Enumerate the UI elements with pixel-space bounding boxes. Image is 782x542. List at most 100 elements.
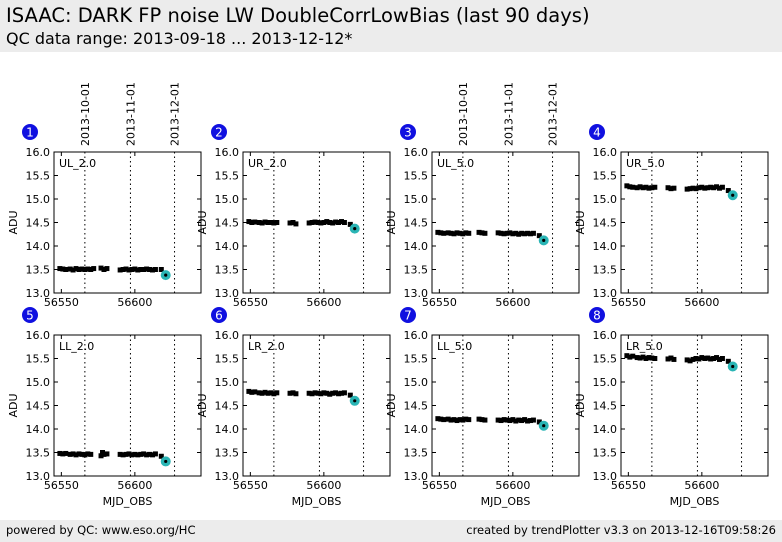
data-point [504, 417, 510, 423]
data-point [259, 390, 265, 396]
plot-frame [620, 151, 769, 294]
data-point [711, 185, 717, 191]
y-tick-label: 13.5 [215, 447, 240, 460]
last-data-point-center [353, 227, 357, 231]
data-point [85, 266, 91, 272]
data-point [684, 357, 690, 363]
data-point [687, 358, 693, 364]
data-point [262, 219, 268, 225]
y-tick-label: 13.0 [215, 287, 240, 300]
data-point [318, 220, 324, 226]
last-data-point-center [353, 399, 357, 403]
footer-powered-by: powered by QC: www.eso.org/HC [6, 523, 196, 537]
data-point [714, 355, 720, 361]
data-point [321, 220, 327, 225]
data-point [57, 266, 63, 272]
data-point [309, 220, 315, 225]
data-point [132, 266, 138, 272]
data-point [309, 391, 315, 397]
y-tick-label: 14.5 [404, 400, 429, 413]
y-tick-label: 14.0 [26, 423, 51, 436]
y-tick-label: 13.0 [26, 287, 51, 300]
y-axis-label: ADU [196, 210, 209, 234]
data-point [454, 418, 460, 424]
x-tick-label: 56550 [611, 479, 646, 492]
data-point [646, 355, 652, 361]
y-tick-label: 14.0 [593, 240, 618, 253]
y-tick-label: 13.5 [593, 264, 618, 277]
plot-frame [431, 151, 580, 294]
data-point [711, 356, 717, 361]
x-tick-label: 56550 [422, 479, 457, 492]
data-point [126, 267, 132, 273]
data-point [624, 353, 630, 359]
data-point [312, 390, 318, 396]
data-point [438, 416, 444, 422]
data-point [684, 186, 690, 192]
data-point [457, 417, 463, 423]
y-tick-label: 15.5 [404, 353, 429, 366]
y-axis-label: ADU [385, 393, 398, 417]
panel-label: LR_2.0 [248, 340, 285, 353]
data-point [504, 230, 510, 236]
data-point [138, 451, 144, 457]
data-point [76, 451, 82, 457]
data-point [457, 230, 463, 236]
data-point [637, 184, 643, 190]
data-point [445, 230, 451, 236]
x-tick-label: 56600 [684, 296, 719, 309]
data-point [513, 230, 519, 236]
y-tick-label: 15.5 [593, 170, 618, 183]
data-point [82, 452, 88, 458]
panel-label: LL_5.0 [437, 340, 472, 353]
data-point [448, 417, 454, 423]
footer-bar: powered by QC: www.eso.org/HC created by… [0, 520, 782, 542]
data-point [271, 391, 277, 397]
x-tick-label: 56600 [117, 479, 152, 492]
data-point [144, 266, 150, 272]
data-point [634, 185, 640, 191]
data-point [510, 417, 516, 423]
data-point [634, 355, 640, 361]
y-tick-label: 16.0 [404, 329, 429, 342]
y-tick-label: 14.0 [593, 423, 618, 436]
data-point [476, 229, 482, 235]
data-point [293, 221, 299, 227]
data-point [705, 185, 711, 191]
data-point [274, 390, 280, 396]
panel-number-label: 7 [404, 309, 412, 323]
data-point [451, 417, 457, 423]
y-tick-label: 15.0 [593, 193, 618, 206]
data-point [630, 353, 636, 359]
data-point [330, 390, 336, 396]
data-point [327, 220, 333, 225]
data-point [445, 416, 451, 422]
data-point [525, 230, 531, 236]
data-point [290, 220, 296, 225]
panel-label: LL_2.0 [59, 340, 94, 353]
data-point [693, 186, 699, 192]
data-point [627, 354, 633, 360]
data-point [70, 451, 76, 457]
data-point [333, 219, 339, 225]
data-point [479, 230, 485, 236]
x-axis-label: MJD_OBS [292, 495, 342, 508]
data-point [646, 185, 652, 191]
data-point [141, 267, 147, 272]
data-point [519, 230, 525, 236]
data-point [293, 391, 299, 397]
data-point [306, 390, 312, 396]
x-tick-label: 56600 [306, 296, 341, 309]
data-point [516, 417, 522, 423]
date-marker-label: 2013-12-01 [547, 82, 560, 146]
y-tick-label: 14.0 [26, 240, 51, 253]
data-point [347, 221, 353, 227]
last-data-point-center [164, 273, 168, 277]
data-point [507, 418, 513, 424]
data-point [649, 185, 655, 191]
data-point [454, 230, 460, 236]
data-point [668, 355, 674, 361]
y-tick-label: 14.5 [215, 217, 240, 230]
data-point [82, 267, 88, 272]
y-tick-label: 15.0 [593, 376, 618, 389]
